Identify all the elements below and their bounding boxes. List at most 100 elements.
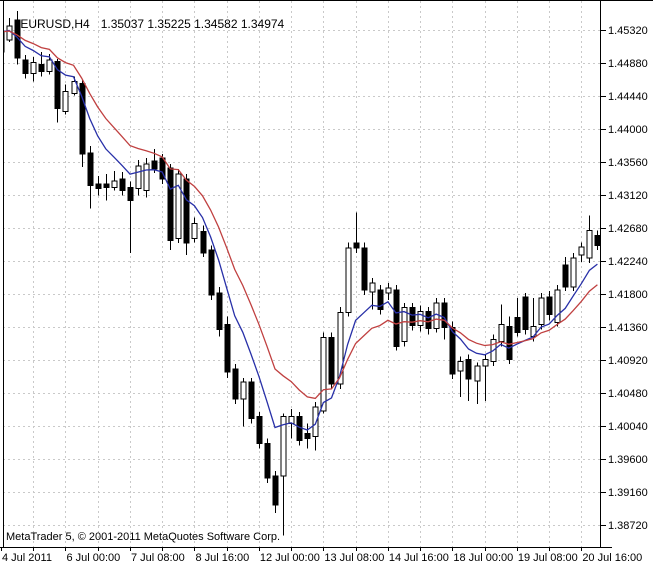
- candle: [30, 56, 37, 82]
- candle-body-bull: [401, 307, 408, 342]
- price-axis-label: 1.38720: [608, 520, 648, 532]
- candle-body-bull: [143, 163, 150, 192]
- candle-body-bear: [232, 368, 239, 400]
- candle: [224, 316, 231, 379]
- candle: [103, 173, 110, 201]
- candle-body-bull: [320, 337, 327, 412]
- candle-body-bear: [38, 64, 45, 73]
- candle-body-bear: [200, 230, 207, 254]
- candle: [570, 253, 577, 291]
- price-axis: 1.45320 1.44880 1.44440 1.44000 1.43560 1.431…: [600, 25, 648, 532]
- candle-body-bull: [578, 246, 585, 256]
- time-axis-label: 18 Jul 00:00: [453, 552, 513, 564]
- price-axis-label: 1.39600: [608, 454, 648, 466]
- price-axis-label: 1.43120: [608, 190, 648, 202]
- candle: [393, 284, 400, 351]
- candle: [578, 242, 585, 263]
- candle-body-bear: [514, 317, 521, 334]
- price-axis-drag-area[interactable]: [600, 0, 653, 547]
- candle-body-bear: [441, 302, 448, 329]
- candle: [208, 245, 215, 300]
- gridlines: [3, 1, 600, 547]
- candle: [353, 212, 360, 254]
- candle-body-bear: [272, 475, 279, 506]
- candle-body-bear: [562, 264, 569, 288]
- candle-body-bear: [167, 167, 174, 241]
- candle-body-bull: [337, 312, 344, 385]
- candle-body-bear: [151, 160, 158, 170]
- candle: [474, 362, 481, 404]
- price-axis-label: 1.40480: [608, 388, 648, 400]
- candle: [401, 302, 408, 347]
- time-axis-label: 20 Jul 16:00: [582, 552, 642, 564]
- candle-body-bear: [248, 381, 255, 420]
- time-axis-drag-area[interactable]: [0, 547, 653, 569]
- candle: [183, 173, 190, 256]
- price-axis-label: 1.42680: [608, 223, 648, 235]
- time-axis-label: 13 Jul 08:00: [324, 552, 384, 564]
- candle: [320, 332, 327, 414]
- candle-body-bull: [474, 365, 481, 382]
- candle-body-bull: [570, 257, 577, 288]
- candle: [256, 411, 263, 449]
- price-axis-label: 1.44440: [608, 91, 648, 103]
- price-axis-label: 1.39160: [608, 487, 648, 499]
- chart-plot-area[interactable]: [3, 0, 600, 547]
- candle: [385, 282, 392, 300]
- price-axis-label: 1.40920: [608, 355, 648, 367]
- candle-body-bear: [256, 416, 263, 444]
- candlesticks: [3, 11, 600, 536]
- candle-body-bull: [417, 311, 424, 327]
- candle: [143, 157, 150, 198]
- candle: [280, 413, 287, 536]
- candle: [272, 471, 279, 513]
- candle-body-bear: [353, 242, 360, 249]
- candle-body-bear: [208, 249, 215, 296]
- price-axis-label: 1.40040: [608, 421, 648, 433]
- candle: [312, 401, 319, 451]
- candle: [79, 79, 86, 167]
- candle: [514, 297, 521, 337]
- candle-body-bull: [191, 222, 198, 239]
- candle-body-bear: [95, 183, 102, 190]
- candle-body-bear: [393, 289, 400, 347]
- time-axis-label: 19 Jul 08:00: [518, 552, 578, 564]
- candle: [554, 284, 561, 327]
- candle: [345, 242, 352, 317]
- candle: [216, 286, 223, 337]
- candle-body-bear: [103, 183, 110, 189]
- time-axis-label: 12 Jul 00:00: [260, 552, 320, 564]
- candle-body-bear: [264, 442, 271, 479]
- candle-body-bear: [119, 178, 126, 192]
- candle: [538, 292, 545, 330]
- candle: [546, 290, 553, 321]
- fast-ma-line: [3, 29, 598, 431]
- candle-body-bear: [546, 296, 553, 316]
- candle: [457, 356, 464, 397]
- candle-body-bull: [240, 381, 247, 400]
- candle-body-bull: [175, 173, 182, 239]
- slow-ma-line: [3, 30, 598, 400]
- time-axis-label: 4 Jul 2011: [2, 552, 52, 564]
- candle-body-bear: [425, 311, 432, 330]
- chart-frame: [0, 0, 653, 548]
- candle: [377, 284, 384, 315]
- candle-body-bear: [22, 59, 29, 75]
- candle: [522, 292, 529, 335]
- price-axis-label: 1.45320: [608, 25, 648, 37]
- candle: [417, 305, 424, 332]
- time-axis-label: 6 Jul 00:00: [66, 552, 120, 564]
- candle-body-bull: [30, 62, 37, 75]
- candle: [328, 332, 335, 389]
- candle: [562, 257, 569, 291]
- candle-body-bear: [377, 289, 384, 311]
- price-axis-label: 1.41800: [608, 289, 648, 301]
- candle: [62, 84, 69, 115]
- candle-body-bear: [14, 19, 21, 59]
- candle-body-bull: [482, 358, 489, 367]
- price-axis-label: 1.44880: [608, 58, 648, 70]
- candle: [240, 378, 247, 427]
